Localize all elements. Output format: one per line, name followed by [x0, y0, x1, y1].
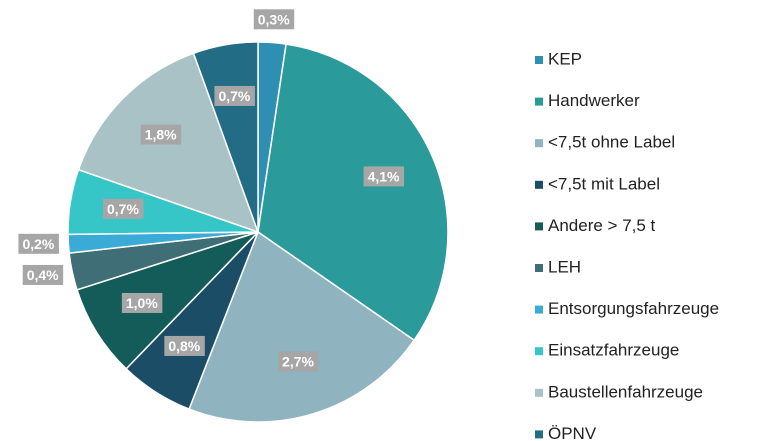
data-label-box — [253, 9, 295, 30]
data-label-text: 0,8% — [168, 338, 200, 354]
data-label: 0,2% — [18, 233, 59, 254]
legend-swatch — [535, 97, 543, 106]
legend-label: <7,5t mit Label — [548, 174, 660, 193]
data-label-box — [214, 85, 255, 106]
legend-label: Baustellenfahrzeuge — [548, 382, 703, 401]
data-label-box — [103, 198, 144, 219]
data-label-text: 0,7% — [218, 88, 250, 104]
data-label-box — [121, 292, 163, 313]
legend-swatch — [535, 388, 543, 397]
data-label-text: 0,3% — [258, 11, 290, 27]
data-label-text: 1,0% — [126, 295, 158, 311]
legend-label: Andere > 7,5 t — [548, 216, 656, 235]
legend-label: KEP — [548, 49, 582, 68]
data-label-box — [164, 335, 205, 356]
data-label: 2,7% — [278, 351, 319, 372]
legend-label: ÖPNV — [548, 424, 597, 441]
data-label-text: 4,1% — [368, 168, 400, 184]
legend-label: <7,5t ohne Label — [548, 133, 675, 152]
data-label-text: 1,8% — [145, 127, 177, 143]
legend-swatch — [535, 222, 543, 231]
data-label-text: 0,2% — [22, 236, 54, 252]
data-label: 1,0% — [121, 292, 163, 313]
data-label-text: 0,7% — [107, 201, 139, 217]
legend-swatch — [535, 264, 543, 272]
data-label: 0,7% — [103, 198, 144, 219]
data-label-box — [18, 233, 59, 254]
pie-slice — [76, 231, 259, 370]
legend-label: Entsorgungsfahrzeuge — [548, 299, 719, 318]
pie-slice — [188, 230, 416, 423]
data-label-text: 0,4% — [27, 267, 59, 283]
legend-label: LEH — [548, 257, 581, 276]
legend-swatch — [535, 139, 543, 148]
legend-swatch — [535, 56, 543, 64]
legend-label: Einsatzfahrzeuge — [548, 341, 679, 360]
legend-swatch — [535, 180, 543, 189]
data-label: 0,4% — [22, 264, 64, 285]
legend-label: Handwerker — [548, 91, 640, 110]
legend-swatch — [535, 430, 543, 439]
data-label: 0,8% — [164, 335, 205, 356]
pie-slice — [257, 43, 449, 342]
data-label: 4,1% — [363, 166, 405, 187]
data-label-box — [140, 124, 182, 145]
legend-swatch — [535, 305, 543, 314]
data-label-box — [22, 264, 64, 285]
data-label: 0,7% — [214, 85, 255, 106]
data-label: 1,8% — [140, 124, 182, 145]
data-label-box — [278, 351, 319, 372]
legend-swatch — [535, 347, 543, 356]
data-label-text: 2,7% — [282, 354, 314, 370]
data-label-box — [363, 166, 405, 187]
data-label: 0,3% — [253, 9, 295, 30]
